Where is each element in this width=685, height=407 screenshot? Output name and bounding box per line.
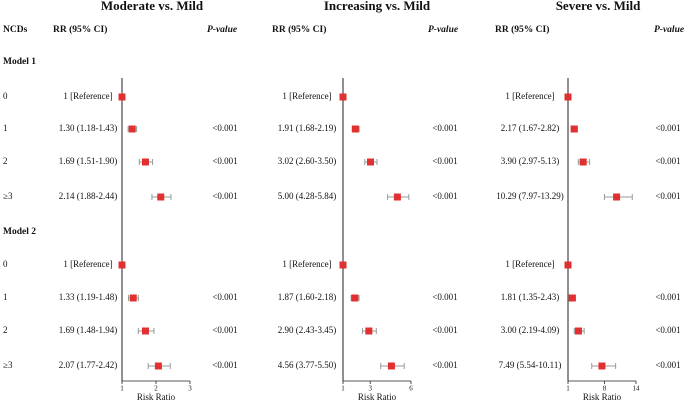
ci-label: 1.30 (1.18-1.43) bbox=[59, 123, 118, 133]
estimate-marker bbox=[351, 294, 359, 302]
p-value: <0.001 bbox=[655, 156, 680, 166]
p-value: <0.001 bbox=[212, 360, 237, 370]
model-label: Model 1 bbox=[3, 57, 36, 67]
p-value: <0.001 bbox=[432, 360, 457, 370]
estimate-marker bbox=[365, 327, 373, 335]
level-label: 0 bbox=[3, 259, 8, 269]
x-tick-label: 1 bbox=[120, 385, 124, 393]
ci-label: 1.33 (1.19-1.48) bbox=[59, 292, 118, 302]
ci-header: RR (95% CI) bbox=[495, 24, 549, 35]
model-label: Model 2 bbox=[3, 227, 36, 237]
estimate-marker bbox=[339, 93, 347, 101]
ci-header: RR (95% CI) bbox=[53, 24, 107, 35]
ci-label: 1 [Reference] bbox=[282, 91, 331, 101]
ci-label: 2.14 (1.88-2.44) bbox=[59, 191, 118, 201]
p-value: <0.001 bbox=[655, 123, 680, 133]
estimate-marker bbox=[351, 125, 359, 133]
ci-label: 1 [Reference] bbox=[282, 259, 331, 269]
estimate-marker bbox=[613, 193, 621, 201]
ci-label: 1 [Reference] bbox=[505, 259, 554, 269]
x-tick-label: 14 bbox=[633, 385, 641, 393]
x-axis-label: Risk Ratio bbox=[583, 392, 622, 402]
estimate-marker bbox=[129, 294, 137, 302]
panel-title: Increasing vs. Mild bbox=[324, 0, 431, 13]
estimate-marker bbox=[598, 362, 606, 370]
ci-label: 1.69 (1.48-1.94) bbox=[59, 325, 118, 335]
ci-label: 1.87 (1.60-2.18) bbox=[278, 292, 337, 302]
ci-label: 5.00 (4.28-5.84) bbox=[278, 191, 337, 201]
x-tick-label: 1 bbox=[341, 385, 345, 393]
p-value: <0.001 bbox=[212, 156, 237, 166]
ci-label: 1.81 (1.35-2.43) bbox=[501, 292, 560, 302]
estimate-marker bbox=[118, 93, 126, 101]
estimate-marker bbox=[366, 158, 374, 166]
ci-label: 1.69 (1.51-1.90) bbox=[59, 156, 118, 166]
x-tick-label: 3 bbox=[188, 385, 192, 393]
estimate-marker bbox=[570, 125, 578, 133]
p-value: <0.001 bbox=[212, 292, 237, 302]
p-header: P-value bbox=[207, 25, 238, 35]
p-value: <0.001 bbox=[432, 325, 457, 335]
ci-label: 1 [Reference] bbox=[63, 91, 112, 101]
estimate-marker bbox=[154, 362, 162, 370]
level-label: ≥3 bbox=[3, 191, 13, 201]
estimate-marker bbox=[118, 261, 126, 269]
ci-label: 2.07 (1.77-2.42) bbox=[59, 360, 118, 370]
row-header: NCDs bbox=[3, 25, 28, 35]
p-value: <0.001 bbox=[432, 156, 457, 166]
x-tick-label: 3 bbox=[368, 385, 372, 393]
panel-title: Severe vs. Mild bbox=[556, 0, 641, 13]
ci-label: 7.49 (5.54-10.11) bbox=[499, 360, 562, 370]
estimate-marker bbox=[128, 125, 136, 133]
estimate-marker bbox=[579, 158, 587, 166]
p-header: P-value bbox=[428, 25, 459, 35]
p-value: <0.001 bbox=[432, 123, 457, 133]
ci-header: RR (95% CI) bbox=[272, 24, 326, 35]
estimate-marker bbox=[387, 362, 395, 370]
level-label: 1 bbox=[3, 123, 8, 133]
estimate-marker bbox=[564, 261, 572, 269]
x-tick-label: 2 bbox=[154, 385, 158, 393]
ci-label: 2.90 (2.43-3.45) bbox=[278, 325, 337, 335]
level-label: 2 bbox=[3, 156, 8, 166]
x-tick-label: 8 bbox=[603, 385, 607, 393]
p-value: <0.001 bbox=[655, 191, 680, 201]
panel-title: Moderate vs. Mild bbox=[101, 0, 204, 13]
x-tick-label: 6 bbox=[409, 385, 413, 393]
p-header: P-value bbox=[654, 25, 685, 35]
estimate-marker bbox=[157, 193, 165, 201]
level-label: ≥3 bbox=[3, 360, 13, 370]
p-value: <0.001 bbox=[432, 191, 457, 201]
estimate-marker bbox=[141, 158, 149, 166]
p-value: <0.001 bbox=[655, 360, 680, 370]
p-value: <0.001 bbox=[212, 325, 237, 335]
estimate-marker bbox=[339, 261, 347, 269]
ci-label: 1 [Reference] bbox=[505, 91, 554, 101]
estimate-marker bbox=[574, 327, 582, 335]
ci-label: 4.56 (3.77-5.50) bbox=[278, 360, 337, 370]
level-label: 0 bbox=[3, 91, 8, 101]
ci-label: 3.02 (2.60-3.50) bbox=[278, 156, 337, 166]
estimate-marker bbox=[564, 93, 572, 101]
estimate-marker bbox=[141, 327, 149, 335]
estimate-marker bbox=[393, 193, 401, 201]
level-label: 1 bbox=[3, 292, 8, 302]
ci-label: 1.91 (1.68-2.19) bbox=[278, 123, 337, 133]
ci-label: 3.00 (2.19-4.09) bbox=[501, 325, 560, 335]
x-axis-label: Risk Ratio bbox=[358, 392, 397, 402]
p-value: <0.001 bbox=[432, 292, 457, 302]
p-value: <0.001 bbox=[655, 325, 680, 335]
p-value: <0.001 bbox=[212, 123, 237, 133]
ci-label: 3.90 (2.97-5.13) bbox=[501, 156, 560, 166]
estimate-marker bbox=[568, 294, 576, 302]
x-tick-label: 1 bbox=[566, 385, 570, 393]
x-axis-label: Risk Ratio bbox=[137, 392, 176, 402]
ci-label: 10.29 (7.97-13.29) bbox=[496, 191, 564, 201]
level-label: 2 bbox=[3, 325, 8, 335]
p-value: <0.001 bbox=[655, 292, 680, 302]
ci-label: 1 [Reference] bbox=[63, 259, 112, 269]
ci-label: 2.17 (1.67-2.82) bbox=[501, 123, 560, 133]
p-value: <0.001 bbox=[212, 191, 237, 201]
